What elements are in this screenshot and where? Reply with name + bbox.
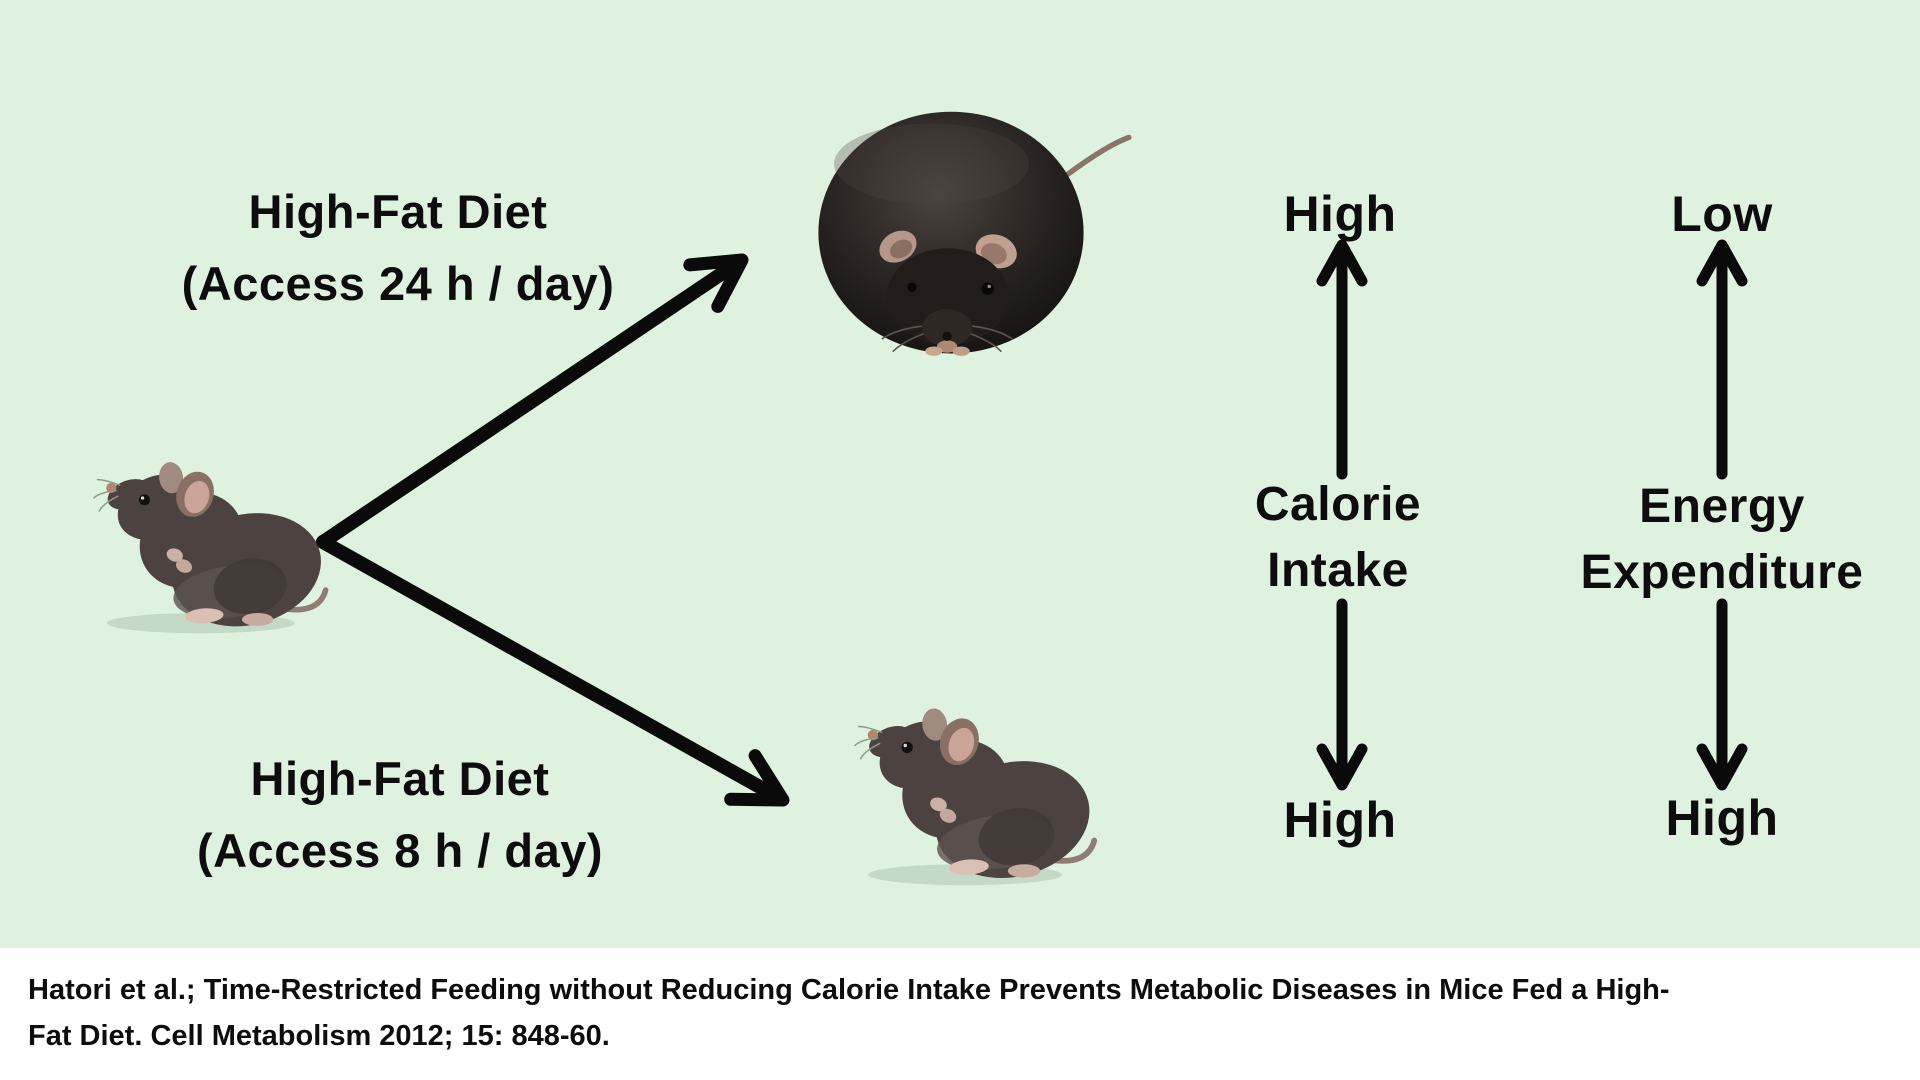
citation-line2: Fat Diet. Cell Metabolism 2012; 15: 848-… xyxy=(28,1020,610,1052)
energy-down-head xyxy=(1696,743,1748,791)
citation-line1: Hatori et al.; Time-Restricted Feeding w… xyxy=(28,974,1670,1006)
energy-expenditure-name-line2: Expenditure xyxy=(1580,546,1864,599)
arrow-to-lean-shaft xyxy=(316,535,774,798)
energy-up-head xyxy=(1696,239,1748,287)
calorie-down-head xyxy=(1316,743,1368,791)
bottom-branch-label-line1: High-Fat Diet xyxy=(250,752,550,805)
arrow-to-lean-mouse xyxy=(316,535,790,807)
energy-up-arrow xyxy=(1696,239,1748,480)
calorie-down-arrow xyxy=(1316,598,1368,791)
top-branch-label: High-Fat Diet (Access 24 h / day) xyxy=(182,176,615,320)
calorie-intake-top-value: High xyxy=(1283,186,1397,242)
energy-expenditure-name-line1: Energy xyxy=(1639,480,1805,533)
calorie-intake-bottom-value: High xyxy=(1283,792,1397,848)
calorie-intake-name: Calorie Intake xyxy=(1255,472,1421,604)
calorie-intake-name-line2: Intake xyxy=(1267,544,1409,597)
energy-down-arrow xyxy=(1696,598,1748,791)
citation-bar: Hatori et al.; Time-Restricted Feeding w… xyxy=(0,948,1920,1080)
arrow-to-lean-head xyxy=(724,749,790,807)
start-mouse-image xyxy=(94,461,333,642)
arrow-to-obese-shaft xyxy=(316,263,734,549)
arrow-to-obese-head xyxy=(683,253,749,313)
bottom-branch-label-line2: (Access 8 h / day) xyxy=(196,824,604,877)
arrow-to-obese-mouse xyxy=(316,253,749,549)
energy-expenditure-name: Energy Expenditure xyxy=(1581,474,1864,606)
lean-mouse-image xyxy=(855,707,1102,894)
calorie-up-arrow xyxy=(1316,239,1368,480)
calorie-intake-name-line1: Calorie xyxy=(1254,478,1422,531)
top-branch-label-line1: High-Fat Diet xyxy=(248,185,548,238)
obese-mouse-image xyxy=(818,112,1128,356)
branch-arrows xyxy=(316,253,790,807)
calorie-intake-arrows xyxy=(1316,239,1368,791)
energy-expenditure-bottom-value: High xyxy=(1665,790,1779,846)
energy-expenditure-top-value: Low xyxy=(1671,186,1773,242)
top-branch-label-line2: (Access 24 h / day) xyxy=(181,257,615,310)
bottom-branch-label: High-Fat Diet (Access 8 h / day) xyxy=(197,743,603,887)
energy-expenditure-arrows xyxy=(1696,239,1748,791)
calorie-up-head xyxy=(1316,239,1368,287)
